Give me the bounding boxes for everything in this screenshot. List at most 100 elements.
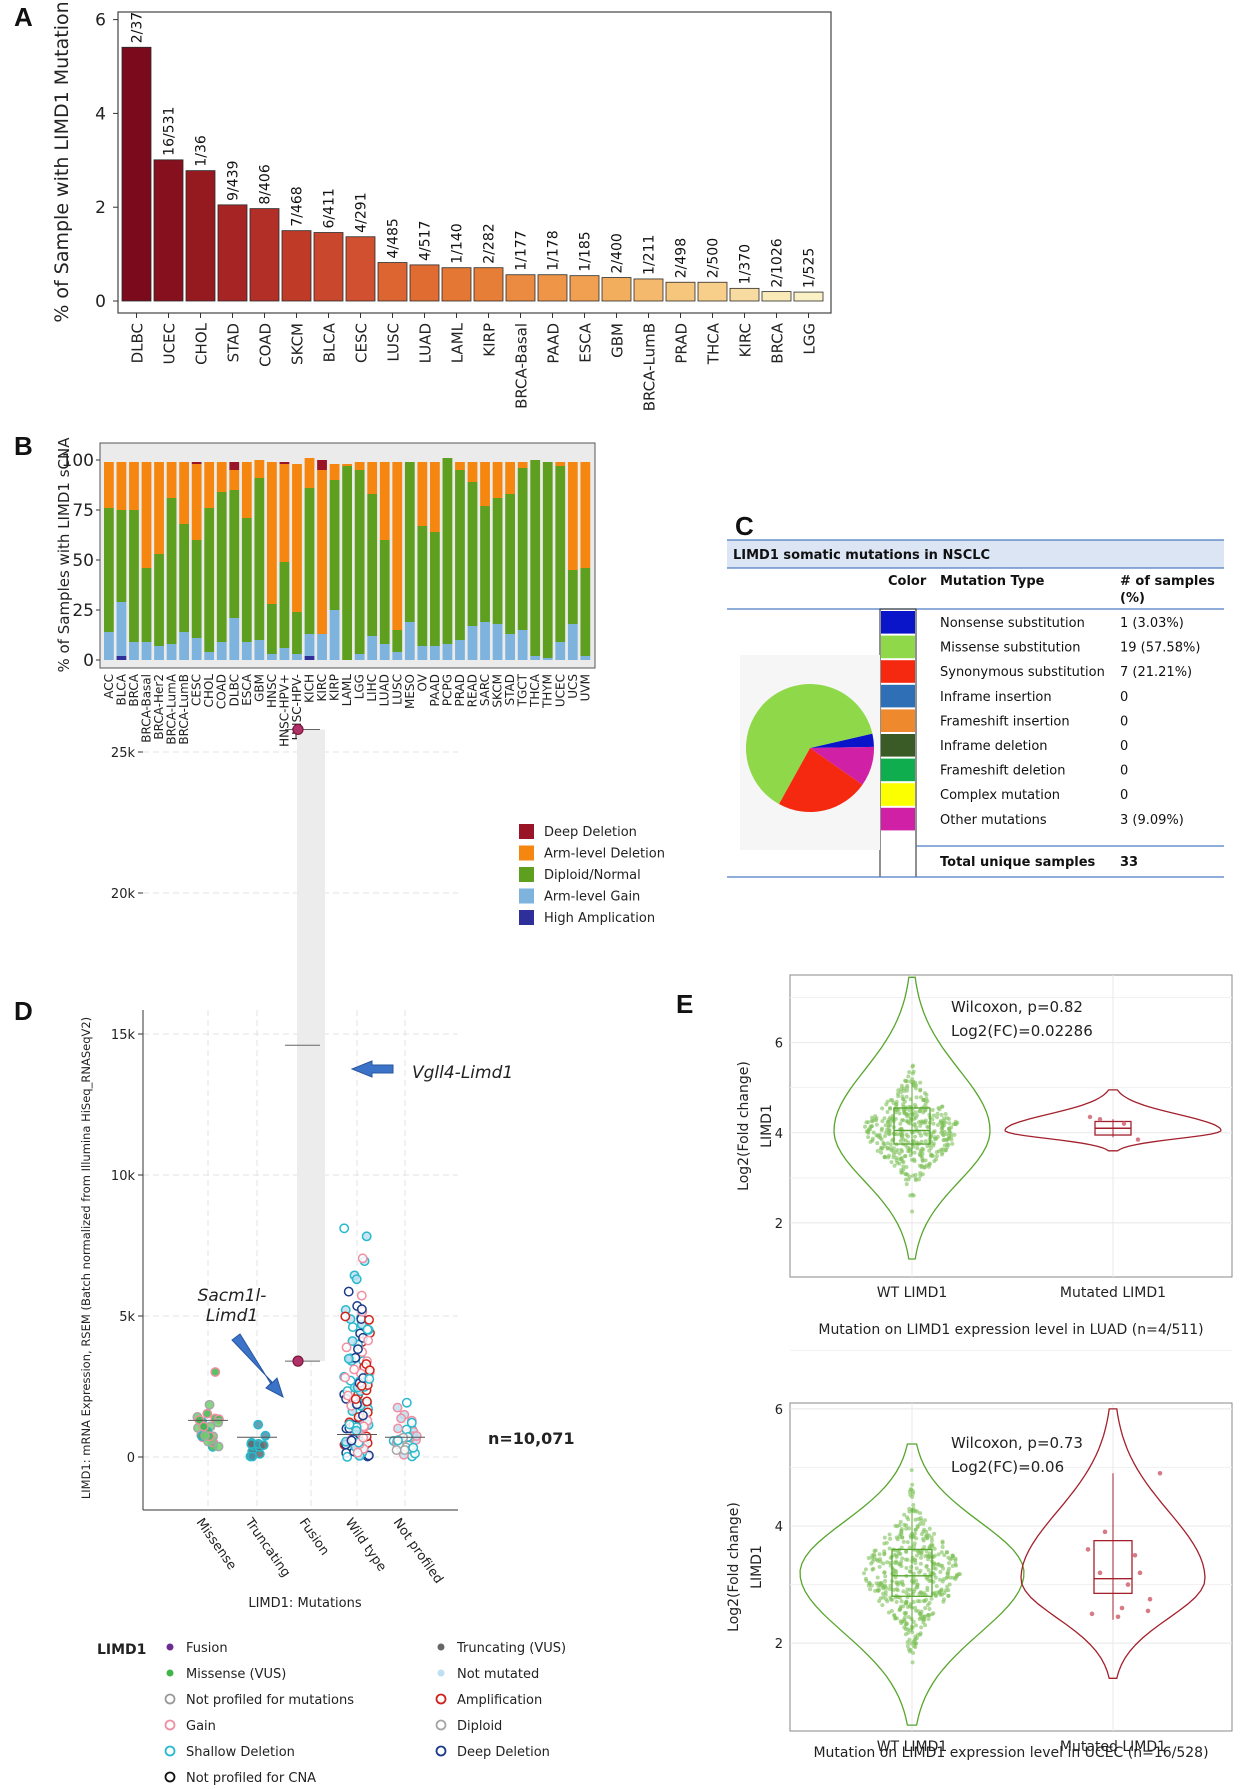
panel-e-point: [882, 1154, 887, 1159]
panel-b-xtick-label: HNSC: [265, 674, 279, 708]
panel-b-xtick-label: KICH: [303, 674, 317, 703]
panel-e-point: [927, 1607, 932, 1612]
panel-a-xtick-label: LUSC: [385, 323, 403, 362]
panel-a-bar: [633, 278, 664, 302]
panel-b-segment: [279, 464, 290, 562]
panel-a-data-label: 2/1026: [770, 238, 786, 287]
panel-e-point: [908, 1149, 913, 1154]
panel-b-segment: [317, 470, 327, 634]
panel-d-ylabel: LIMD1: mRNA Expression, RSEM (Batch norm…: [79, 1017, 93, 1499]
panel-e-point: [951, 1554, 956, 1559]
panel-b-segment: [304, 634, 315, 656]
panel-e-point: [886, 1125, 891, 1130]
panel-a-data-label: 2/37: [130, 12, 146, 43]
panel-d-legend-label: Gain: [186, 1719, 216, 1734]
panel-e-point: [898, 1519, 903, 1524]
panel-e-point: [908, 1193, 913, 1198]
panel-b-xtick-label: BRCA-LumB: [177, 674, 191, 745]
panel-e-point: [899, 1599, 904, 1604]
panel-e-point: [904, 1526, 909, 1531]
panel-b-segment: [191, 464, 202, 540]
panel-e-point: [939, 1152, 944, 1157]
panel-e-point: [871, 1130, 876, 1135]
panel-e-point: [886, 1153, 891, 1158]
panel-c-header-count-line: # of samples: [1120, 574, 1215, 589]
panel-label-d: D: [14, 996, 33, 1026]
panel-a-xtick-label: COAD: [257, 323, 275, 367]
panel-e-point: [904, 1622, 909, 1627]
panel-e-point: [890, 1138, 895, 1143]
panel-e-point: [901, 1167, 906, 1172]
panel-c-row-count: 0: [1120, 788, 1128, 803]
panel-a-ylabel: % of Sample with LIMD1 Mutation: [51, 1, 73, 322]
panel-e-point: [880, 1603, 885, 1608]
panel-b-segment: [304, 656, 315, 660]
panel-a-xtick-label: UCEC: [161, 323, 179, 364]
panel-c-row-type: Frameshift deletion: [940, 764, 1065, 779]
panel-b-segment: [329, 480, 340, 610]
panel-b-segment: [141, 462, 152, 568]
panel-d-legend-label: Fusion: [186, 1641, 228, 1656]
panel-a-data-label: 1/140: [450, 223, 466, 263]
panel-c-color-swatch: [881, 660, 915, 683]
panel-e-point: [937, 1107, 942, 1112]
panel-c-pie-slice: [778, 748, 863, 812]
panel-d-xtick-label: Missense: [193, 1516, 239, 1573]
panel-e-point: [944, 1550, 949, 1555]
panel-e-point: [940, 1124, 945, 1129]
panel-e-point: [911, 1069, 916, 1074]
panel-e-point: [921, 1110, 926, 1115]
panel-e-point: [907, 1108, 912, 1113]
panel-c-row-type: Missense substitution: [940, 641, 1081, 656]
panel-e-point: [898, 1606, 903, 1611]
panel-e-point: [906, 1647, 911, 1652]
panel-d-point: [260, 1430, 271, 1441]
panel-e-point: [930, 1154, 935, 1159]
panel-e-point: [880, 1146, 885, 1151]
panel-e-point: [899, 1621, 904, 1626]
panel-e-point: [911, 1650, 916, 1655]
panel-b-segment: [279, 562, 290, 648]
panel-e-point: [901, 1589, 906, 1594]
panel-e-point: [911, 1599, 916, 1604]
panel-e-point: [864, 1120, 869, 1125]
panel-b-xtick-label: ESCA: [240, 673, 254, 706]
panel-e-point: [903, 1138, 908, 1143]
panel-d-xtick-label: Fusion: [296, 1516, 332, 1559]
panel-b-legend-label: Deep Deletion: [544, 825, 637, 840]
panel-a-data-label: 1/185: [578, 231, 594, 271]
panel-e-point: [904, 1550, 909, 1555]
panel-e-point: [1137, 1570, 1143, 1576]
panel-b-segment: [542, 462, 553, 658]
panel-e-point: [904, 1591, 909, 1596]
panel-a-bar: [409, 264, 440, 302]
panel-d-point: [213, 1417, 224, 1428]
panel-e-point: [898, 1121, 903, 1126]
panel-b-segment: [417, 526, 428, 646]
panel-e-point: [903, 1632, 908, 1637]
panel-e-violin-mut: [1004, 1089, 1222, 1152]
panel-e-point: [913, 1561, 918, 1566]
panel-b-segment: [216, 462, 227, 492]
panel-b-segment: [241, 518, 252, 642]
panel-b-xtick-label: BRCA: [127, 673, 141, 706]
panel-e-point: [921, 1529, 926, 1534]
panel-e-point: [925, 1585, 930, 1590]
panel-e-point: [885, 1110, 890, 1115]
panel-e-point: [913, 1557, 918, 1562]
panel-e-point: [921, 1536, 926, 1541]
panel-e-ylabel: Log2(Fold change): [736, 1061, 752, 1191]
panel-e-point: [870, 1136, 875, 1141]
panel-e-point: [907, 1637, 912, 1642]
panel-e-point: [891, 1587, 896, 1592]
panel-e-point: [918, 1108, 923, 1113]
panel-b-xtick-label: GBM: [252, 674, 266, 702]
panel-b-xtick-label: BRCA-LumA: [165, 673, 179, 744]
panel-e-boxplot-wt-box: [891, 1548, 933, 1597]
panel-e-point: [885, 1141, 890, 1146]
panel-e-point: [919, 1555, 924, 1560]
panel-b-segment: [279, 648, 290, 660]
panel-b-segment: [317, 634, 327, 660]
panel-e-point: [910, 1660, 915, 1665]
panel-b-segment: [216, 642, 227, 660]
